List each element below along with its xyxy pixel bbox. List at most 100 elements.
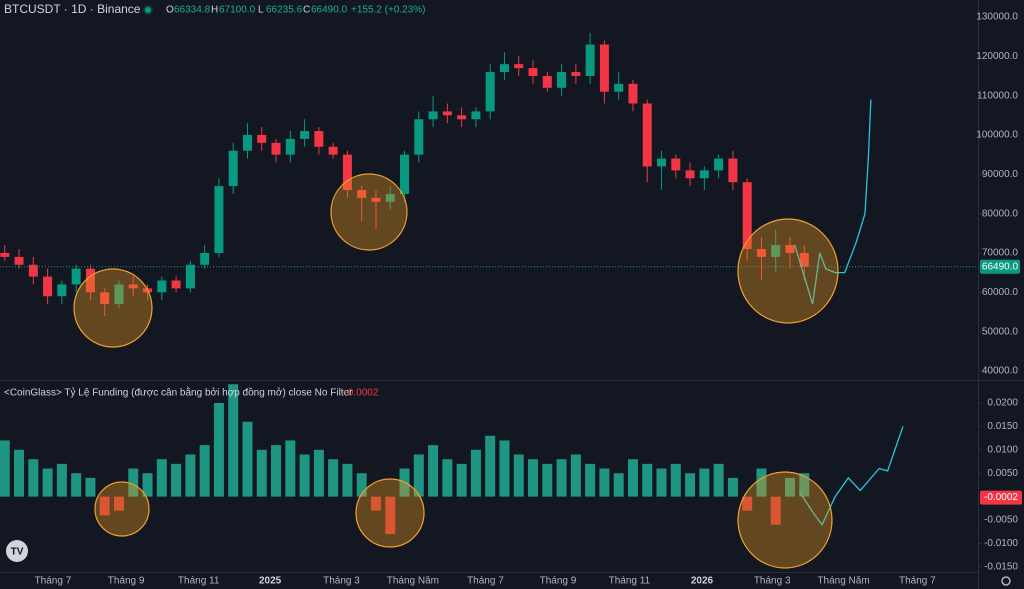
candle-body [57, 284, 67, 297]
funding-bar [756, 468, 767, 497]
last-value-tag [980, 490, 1022, 505]
candle-body [571, 72, 581, 76]
funding-bar [85, 477, 96, 497]
funding-bar [199, 445, 210, 497]
ohlc-value: 67100.0 [219, 5, 256, 16]
x-tick-label: Tháng Năm [817, 576, 869, 587]
funding-bar [556, 459, 567, 497]
funding-bar [328, 459, 339, 497]
candle-body [71, 268, 81, 285]
y-tick-label: 90000.0 [982, 169, 1019, 180]
candle-body [799, 252, 809, 267]
change: +155.2 (+0.23%) [351, 5, 426, 16]
candle-body [442, 111, 452, 116]
funding-bar [685, 473, 696, 497]
funding-bar [0, 440, 10, 497]
x-tick-label: Tháng 11 [609, 576, 651, 587]
funding-bar [242, 421, 253, 497]
funding-bar [770, 496, 781, 525]
candle-body [699, 170, 709, 179]
tv-logo[interactable]: TV [6, 540, 28, 562]
candle-body [300, 131, 310, 139]
funding-bar [285, 440, 296, 497]
candle-body [328, 146, 338, 155]
funding-bar [442, 459, 453, 497]
funding-bar [513, 454, 524, 497]
funding-bar [699, 468, 710, 497]
y-tick-label: 40000.0 [982, 366, 1019, 377]
candle-body [214, 186, 224, 253]
candle-body [242, 134, 252, 151]
settings-icon[interactable] [1001, 576, 1011, 586]
candle-body [371, 197, 381, 202]
x-tick-label: Tháng 3 [323, 576, 360, 587]
last-value-label: -0.0002 [984, 492, 1018, 503]
candle-body [528, 68, 538, 76]
y-tick-label: 80000.0 [982, 208, 1019, 219]
ohlc-label: H [211, 5, 218, 16]
funding-bar [113, 496, 124, 511]
candle-body [614, 83, 624, 92]
ohlc-label: C [303, 5, 310, 16]
last-price-tag [980, 259, 1020, 274]
status-dot [143, 5, 153, 15]
candle-body [585, 44, 595, 76]
x-tick-label: 2026 [691, 576, 714, 587]
candle-body [0, 252, 10, 257]
candle-body [471, 111, 481, 120]
funding-bar [585, 463, 596, 497]
funding-bar [485, 435, 496, 497]
x-tick-label: Tháng Năm [387, 576, 439, 587]
projection-line [798, 426, 904, 526]
funding-bar [256, 449, 267, 497]
candle-body [128, 284, 138, 289]
candle-body [599, 44, 609, 92]
candle-body [400, 154, 410, 194]
y-tick-label: 60000.0 [982, 287, 1019, 298]
funding-bar [213, 403, 224, 497]
funding-bar [299, 454, 310, 497]
y-tick-label: 130000.0 [976, 12, 1018, 23]
candle-body [785, 245, 795, 253]
funding-bar [642, 463, 653, 497]
y-tick-label: 0.0100 [987, 444, 1018, 455]
funding-bar [670, 463, 681, 497]
candle-body [28, 264, 38, 277]
candle-body [185, 264, 195, 289]
funding-bar [713, 463, 724, 497]
candle-body [499, 64, 509, 73]
candle-body [657, 158, 667, 167]
funding-bar [56, 463, 67, 497]
candle-body [257, 134, 267, 143]
funding-bar [613, 473, 624, 497]
funding-bar [570, 454, 581, 497]
candle-body [671, 158, 681, 171]
candle-body [285, 138, 295, 155]
y-tick-label: -0.0100 [984, 538, 1018, 549]
y-tick-label: 50000.0 [982, 326, 1019, 337]
candle-body [514, 64, 524, 69]
candle-body [43, 276, 53, 297]
candle-body [85, 268, 95, 293]
x-tick-label: Tháng 3 [754, 576, 791, 587]
candle-body [756, 249, 766, 257]
funding-bar [99, 496, 110, 516]
funding-bar [156, 459, 167, 497]
funding-bar [171, 463, 182, 497]
candle-body [200, 252, 210, 265]
funding-bar [385, 496, 396, 535]
funding-bar [14, 449, 25, 497]
candle-body [714, 158, 724, 171]
funding-pane [0, 384, 904, 535]
symbol-title: BTCUSDT · 1D · Binance [4, 2, 141, 16]
y-tick-label: 0.0150 [987, 421, 1018, 432]
candle-body [414, 119, 424, 155]
candle-body [271, 142, 281, 155]
funding-bar [370, 496, 381, 511]
projection-line [794, 99, 872, 305]
candle-body [342, 154, 352, 191]
x-tick-label: Tháng 7 [899, 576, 936, 587]
candle-body [685, 170, 695, 179]
candle-body [157, 280, 167, 293]
x-tick-label: Tháng 7 [35, 576, 72, 587]
